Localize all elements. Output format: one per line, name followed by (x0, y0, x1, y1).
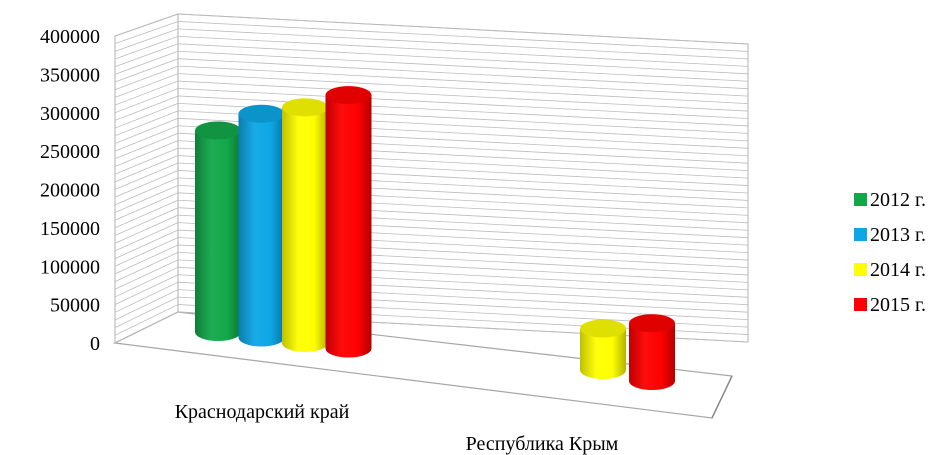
y-tick-label: 50000 (50, 295, 100, 317)
gridline-side (114, 35, 179, 60)
y-tick-label: 300000 (40, 103, 100, 125)
gridline-side (114, 132, 179, 160)
gridline-side (114, 50, 179, 75)
legend-swatch (854, 193, 867, 206)
gridline-side (114, 117, 179, 144)
legend-label: 2015 г. (870, 294, 926, 316)
gridline-back (177, 58, 749, 90)
gridline-back (177, 88, 749, 119)
legend-label: 2014 г. (870, 259, 926, 281)
gridline-side (114, 237, 179, 267)
gridline-side (114, 170, 179, 198)
bar-body (282, 107, 328, 352)
y-tick-label: 150000 (40, 218, 100, 240)
gridline-side (114, 244, 179, 275)
gridline-side (114, 88, 179, 114)
gridline-side (114, 110, 179, 137)
gridline-side (114, 289, 179, 321)
gridline-back (177, 35, 749, 67)
legend-swatch (854, 298, 867, 311)
bar-top (238, 104, 285, 123)
bars (195, 86, 675, 390)
bar-body (325, 95, 372, 358)
gridline-side (114, 304, 179, 336)
bar (238, 104, 285, 347)
legend: 2012 г. 2013 г. 2014 г. 2015 г. (854, 189, 926, 316)
bar-top (325, 86, 372, 105)
category-label: Республика Крым (466, 433, 619, 455)
gridline-side (114, 259, 179, 290)
gridline-back (177, 13, 749, 45)
gridline-back (177, 65, 749, 97)
bar-top (282, 98, 328, 117)
gridline-side (114, 43, 179, 68)
bar-body (238, 113, 285, 347)
gridline-side (114, 199, 179, 229)
gridline-side (114, 140, 179, 167)
bar-body (580, 328, 626, 379)
gridline-side (114, 192, 179, 221)
y-tick-label: 0 (90, 333, 100, 355)
gridline-back (177, 73, 749, 104)
y-tick-label: 400000 (40, 26, 100, 48)
gridline-side (114, 147, 179, 175)
gridline-side (114, 266, 179, 298)
gridline-side (114, 311, 179, 344)
legend-label: 2012 г. (870, 189, 926, 211)
gridline-side (114, 125, 179, 152)
gridline-back (177, 50, 749, 82)
legend-swatch (854, 228, 867, 241)
gridline-back (177, 21, 749, 52)
gridline-side (114, 21, 179, 45)
y-tick-label: 250000 (40, 141, 100, 163)
gridline-side (114, 184, 179, 213)
category-labels: Краснодарский край Республика Крым (175, 401, 619, 455)
gridline-side (114, 222, 179, 252)
bar (282, 98, 328, 352)
gridline-side (114, 80, 179, 106)
bar-top (195, 121, 241, 140)
legend-swatch (854, 263, 867, 276)
gridline-back (177, 95, 749, 127)
y-tick-label: 200000 (40, 180, 100, 202)
gridline-side (114, 58, 179, 83)
category-label: Краснодарский край (175, 401, 350, 423)
gridline-side (114, 162, 179, 190)
gridline-side (114, 28, 179, 52)
gridline-side (114, 207, 179, 236)
bar (629, 314, 675, 390)
gridline-side (114, 103, 179, 129)
gridline-side (114, 95, 179, 121)
bar (325, 86, 372, 358)
gridline-side (114, 155, 179, 183)
y-axis-ticks: 400000 350000 300000 250000 200000 150000 1000… (40, 26, 100, 355)
gridline-side (114, 13, 179, 37)
bar-body (629, 323, 675, 390)
bar-top (629, 314, 675, 333)
gridline-side (114, 274, 179, 305)
y-tick-label: 100000 (40, 256, 100, 278)
gridline-side (114, 65, 179, 91)
gridline-side (114, 214, 179, 244)
gridline-side (114, 177, 179, 206)
gridline-side (114, 252, 179, 282)
gridline-back (177, 43, 749, 75)
bar (195, 121, 241, 341)
y-tick-label: 350000 (40, 64, 100, 86)
gridline-back (177, 80, 749, 112)
bar (580, 319, 626, 379)
gridline-back (177, 28, 749, 60)
gridline-side (114, 229, 179, 259)
bar-body (195, 130, 241, 341)
legend-label: 2013 г. (870, 224, 926, 246)
gridline-side (114, 281, 179, 313)
floor-edge (711, 375, 733, 419)
bar-top (580, 319, 626, 338)
gridline-side (114, 73, 179, 98)
gridline-side (114, 296, 179, 329)
